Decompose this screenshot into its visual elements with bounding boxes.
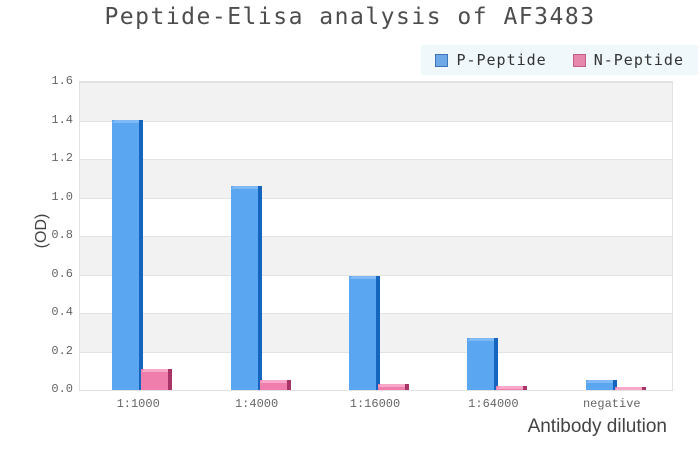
y-tick-label: 0.2 bbox=[51, 343, 73, 358]
bar-top-face bbox=[585, 380, 613, 383]
legend: P-Peptide N-Peptide bbox=[421, 45, 698, 75]
gridline bbox=[80, 274, 672, 276]
x-tick-label: 1:16000 bbox=[349, 397, 401, 411]
bar-top-face bbox=[378, 384, 405, 387]
p-peptide-bar bbox=[585, 380, 617, 390]
bar-top-face bbox=[112, 120, 140, 123]
bar-top-face bbox=[230, 186, 258, 189]
legend-item-p-peptide[interactable]: P-Peptide bbox=[435, 51, 546, 69]
x-tick-label: 1:1000 bbox=[116, 397, 160, 411]
gridline bbox=[80, 159, 672, 160]
legend-label-n-peptide: N-Peptide bbox=[593, 51, 684, 69]
n-peptide-bar bbox=[614, 387, 646, 390]
bar-top-face bbox=[496, 386, 524, 389]
gridline bbox=[80, 390, 672, 391]
plot-band bbox=[80, 197, 672, 236]
y-tick-label: 0.4 bbox=[51, 305, 73, 319]
y-tick-label: 0.8 bbox=[51, 228, 73, 242]
plot-band bbox=[80, 159, 672, 198]
n-peptide-swatch-icon bbox=[572, 53, 586, 67]
chart-title: Peptide-Elisa analysis of AF3483 bbox=[104, 4, 596, 30]
y-tick-label: 1.4 bbox=[51, 112, 73, 127]
bar-top-face bbox=[349, 276, 376, 279]
plot-band bbox=[80, 82, 672, 121]
gridline bbox=[80, 197, 672, 199]
bar-top-face bbox=[614, 387, 642, 390]
plot-band bbox=[80, 120, 672, 159]
x-tick-label: negative bbox=[582, 397, 641, 411]
gridline bbox=[80, 236, 672, 237]
x-tick-label: 1:4000 bbox=[234, 397, 279, 411]
y-tick-label: 0.6 bbox=[51, 266, 73, 281]
bar-top-face bbox=[259, 380, 287, 383]
n-peptide-bar bbox=[378, 384, 409, 390]
p-peptide-bar bbox=[467, 338, 499, 390]
x-tick-label: 1:64000 bbox=[468, 397, 519, 411]
gridline bbox=[80, 82, 672, 83]
n-peptide-bar bbox=[496, 386, 528, 390]
p-peptide-bar bbox=[230, 186, 262, 390]
gridline bbox=[80, 120, 672, 122]
y-tick-label: 1.2 bbox=[51, 151, 73, 165]
p-peptide-bar bbox=[349, 276, 380, 390]
plot-area bbox=[79, 81, 673, 391]
p-peptide-swatch-icon bbox=[435, 53, 449, 67]
bar-top-face bbox=[467, 338, 495, 341]
legend-label-p-peptide: P-Peptide bbox=[456, 51, 547, 69]
plot-band bbox=[80, 236, 672, 275]
y-tick-label: 1.6 bbox=[51, 74, 73, 88]
y-tick-label: 0.0 bbox=[51, 382, 73, 396]
x-axis-title: Antibody dilution bbox=[527, 416, 667, 437]
y-tick-label: 1.0 bbox=[51, 189, 73, 204]
p-peptide-bar bbox=[112, 120, 144, 390]
legend-item-n-peptide[interactable]: N-Peptide bbox=[572, 51, 684, 69]
bar-top-face bbox=[141, 369, 169, 372]
n-peptide-bar bbox=[141, 369, 173, 390]
n-peptide-bar bbox=[259, 380, 291, 390]
